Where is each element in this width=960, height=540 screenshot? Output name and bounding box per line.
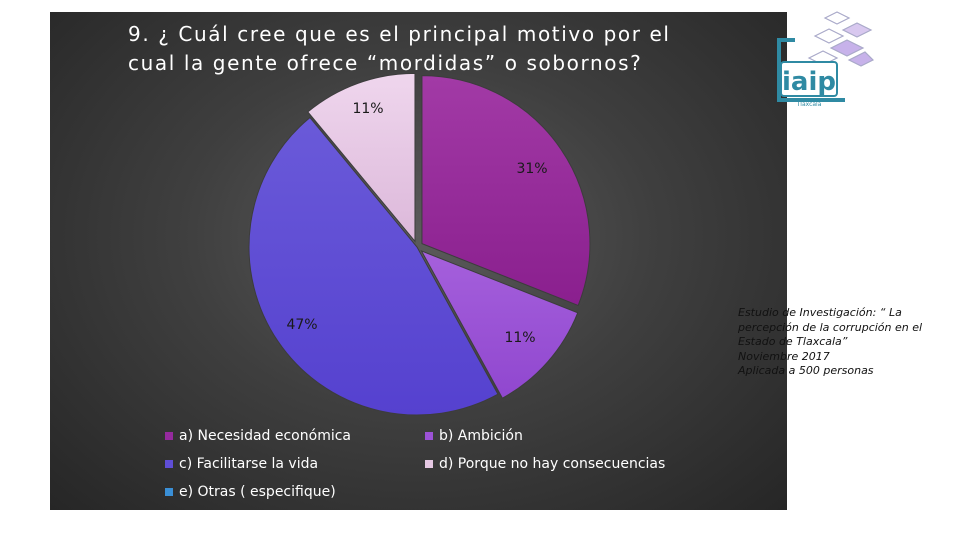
- legend-label-e: e) Otras ( especifique): [179, 484, 336, 500]
- source-line-2: percepción de la corrupción en el: [738, 320, 923, 334]
- source-line-3: Estado de Tlaxcala”: [738, 335, 848, 348]
- legend-swatch-b: [425, 432, 433, 440]
- legend-swatch-d: [425, 460, 433, 468]
- logo-text: iaip: [782, 67, 836, 97]
- iaip-logo: iaip Tlaxcala: [777, 11, 875, 108]
- pie-slice-necesidad-economica: [421, 75, 591, 307]
- legend-label-d: d) Porque no hay consecuencias: [439, 456, 666, 472]
- chart-title-line-1: 9. ¿ Cuál cree que es el principal motiv…: [128, 22, 671, 46]
- legend-item-c: c) Facilitarse la vida: [165, 456, 318, 472]
- legend-swatch-c: [165, 460, 173, 468]
- logo-cubes: [807, 11, 875, 67]
- source-line-5: Aplicada a 500 personas: [738, 364, 874, 377]
- pie-label-facilitarse-la-vida: 47%: [286, 317, 317, 333]
- chart-title-line-2: cual la gente ofrece “mordidas” o soborn…: [128, 51, 643, 75]
- legend-item-b: b) Ambición: [425, 428, 523, 444]
- source-line-1: Estudio de Investigación: “ La: [738, 306, 902, 319]
- logo-subtext: Tlaxcala: [796, 101, 822, 108]
- legend-label-c: c) Facilitarse la vida: [179, 456, 319, 472]
- pie-slice-no-hay-consecuencias: [307, 72, 416, 243]
- pie-slice-facilitarse-la-vida: [248, 116, 499, 416]
- legend-item-d: d) Porque no hay consecuencias: [425, 456, 665, 472]
- pie-label-no-hay-consecuencias: 11%: [352, 101, 383, 117]
- legend-item-a: a) Necesidad económica: [165, 428, 351, 444]
- legend-label-a: a) Necesidad económica: [179, 428, 351, 444]
- source-line-4: Noviembre 2017: [738, 349, 830, 363]
- chart-title: 9. ¿ Cuál cree que es el principal motiv…: [128, 20, 728, 78]
- legend-swatch-e: [165, 488, 173, 496]
- legend-item-e: e) Otras ( especifique): [165, 484, 336, 500]
- pie-label-necesidad-economica: 31%: [516, 161, 547, 177]
- source-note: Estudio de Investigación: “ La percepció…: [738, 306, 953, 379]
- legend-label-b: b) Ambición: [439, 428, 523, 444]
- pie-slice-ambicion: [420, 249, 579, 399]
- pie-label-ambicion: 11%: [504, 330, 535, 346]
- legend-swatch-a: [165, 432, 173, 440]
